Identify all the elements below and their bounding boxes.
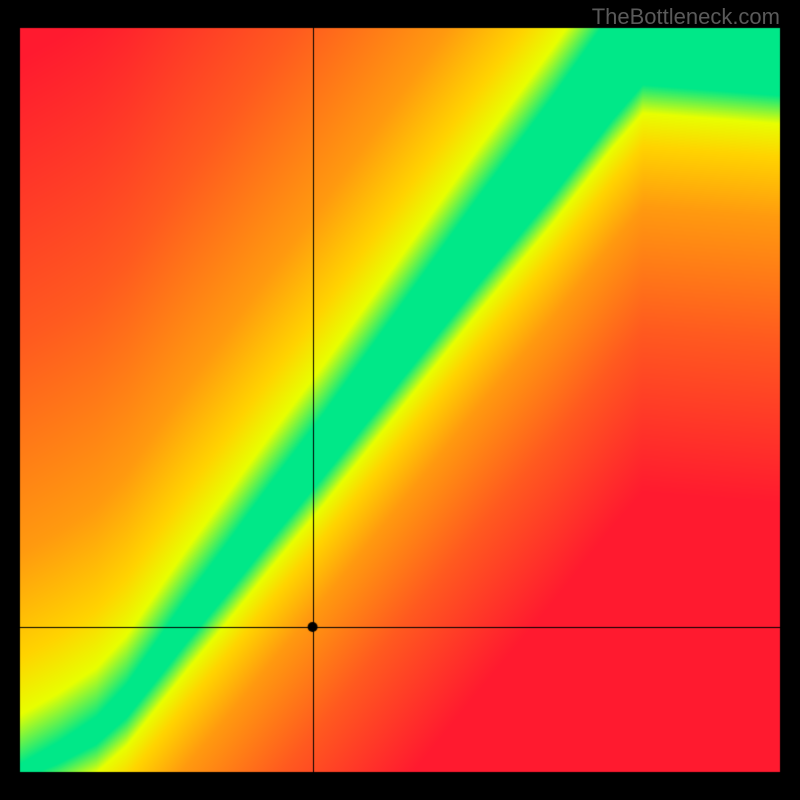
chart-container: TheBottleneck.com	[0, 0, 800, 800]
watermark-text: TheBottleneck.com	[592, 4, 780, 30]
bottleneck-heatmap	[0, 0, 800, 800]
